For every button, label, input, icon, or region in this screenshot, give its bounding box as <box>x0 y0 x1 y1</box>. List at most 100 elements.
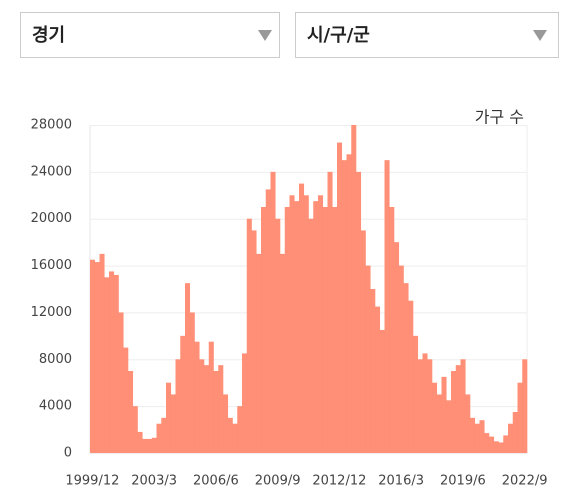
bar <box>417 359 423 453</box>
bar <box>379 330 385 453</box>
bar <box>517 382 523 453</box>
bar <box>142 438 148 453</box>
x-tick-label: 2019/6 <box>440 474 486 489</box>
bar <box>508 423 514 453</box>
bar <box>94 262 100 453</box>
bar <box>208 341 214 453</box>
x-tick-label: 2006/6 <box>193 474 239 489</box>
bar <box>294 201 300 453</box>
bar <box>161 417 167 453</box>
bar <box>313 201 319 453</box>
bar <box>356 171 362 453</box>
dropdown[interactable] <box>295 12 559 58</box>
dropdown[interactable] <box>20 12 280 58</box>
bar <box>484 433 490 453</box>
x-tick-label: 2012/12 <box>312 474 366 489</box>
bar <box>403 283 409 453</box>
dropdown-arrow <box>258 30 272 41</box>
x-tick-label: 2003/3 <box>131 474 177 489</box>
dropdown-label: 시/구/군 <box>307 25 370 46</box>
bar <box>185 283 191 453</box>
bar <box>237 406 243 453</box>
y-tick-label: 28000 <box>31 118 72 133</box>
bar <box>147 438 153 453</box>
x-tick-label: 2009/9 <box>255 474 301 489</box>
bar <box>460 359 466 453</box>
y-tick-label: 12000 <box>31 305 72 320</box>
bar <box>408 300 414 453</box>
y-tick-label: 0 <box>64 446 72 461</box>
bar <box>175 359 181 453</box>
y-tick-label: 20000 <box>31 211 72 226</box>
bar <box>232 423 238 453</box>
y-tick-label: 24000 <box>31 164 72 179</box>
y-tick-label: 16000 <box>31 258 72 273</box>
y-tick-label: 4000 <box>39 399 72 414</box>
bar <box>427 359 433 453</box>
bar <box>512 412 518 453</box>
bar <box>246 218 252 453</box>
bar <box>503 435 509 453</box>
bar <box>132 406 138 453</box>
bar <box>341 160 347 453</box>
bar <box>432 382 438 453</box>
bar <box>104 277 110 453</box>
bar <box>522 359 528 453</box>
bar <box>128 371 134 453</box>
dropdown-label: 경기 <box>32 25 65 46</box>
bar <box>156 423 162 453</box>
x-tick-label: 2016/3 <box>378 474 424 489</box>
bar <box>441 376 447 453</box>
bar <box>375 306 381 453</box>
axis-label: 가구 수 <box>475 108 524 127</box>
bar <box>270 171 276 453</box>
bar <box>280 253 286 453</box>
bar <box>479 420 485 453</box>
bar <box>422 353 428 453</box>
bar <box>204 365 210 453</box>
bar <box>151 437 157 453</box>
bar <box>90 259 96 453</box>
bar <box>337 142 343 454</box>
bar <box>413 335 419 453</box>
bar <box>137 431 143 453</box>
bar <box>261 207 267 453</box>
bar <box>465 394 471 453</box>
bar <box>213 371 219 453</box>
bar <box>166 382 172 453</box>
bar <box>109 271 115 453</box>
bar <box>318 195 324 454</box>
bar <box>99 253 105 453</box>
bar <box>470 417 476 453</box>
bar <box>455 365 461 453</box>
bar <box>284 207 290 453</box>
bar <box>227 417 233 453</box>
bar <box>242 353 248 453</box>
bar <box>451 371 457 453</box>
bar <box>180 335 186 453</box>
bar <box>223 394 229 453</box>
bar <box>308 218 314 453</box>
bar <box>118 312 124 453</box>
bar <box>256 253 262 453</box>
bar <box>351 125 357 453</box>
bar <box>123 347 129 453</box>
x-tick-label: 2022/9 <box>502 474 548 489</box>
bar <box>199 359 205 453</box>
bar <box>265 189 271 453</box>
bar <box>303 195 309 454</box>
bar <box>365 265 371 453</box>
bar <box>332 207 338 453</box>
bar <box>170 394 176 453</box>
bar <box>251 230 257 453</box>
bar <box>489 436 495 453</box>
bar <box>346 154 352 454</box>
bar <box>322 207 328 453</box>
bar <box>436 394 442 453</box>
bar <box>370 289 376 453</box>
bar <box>360 230 366 453</box>
bar <box>327 171 333 453</box>
bar <box>394 242 400 453</box>
bar <box>275 218 281 453</box>
